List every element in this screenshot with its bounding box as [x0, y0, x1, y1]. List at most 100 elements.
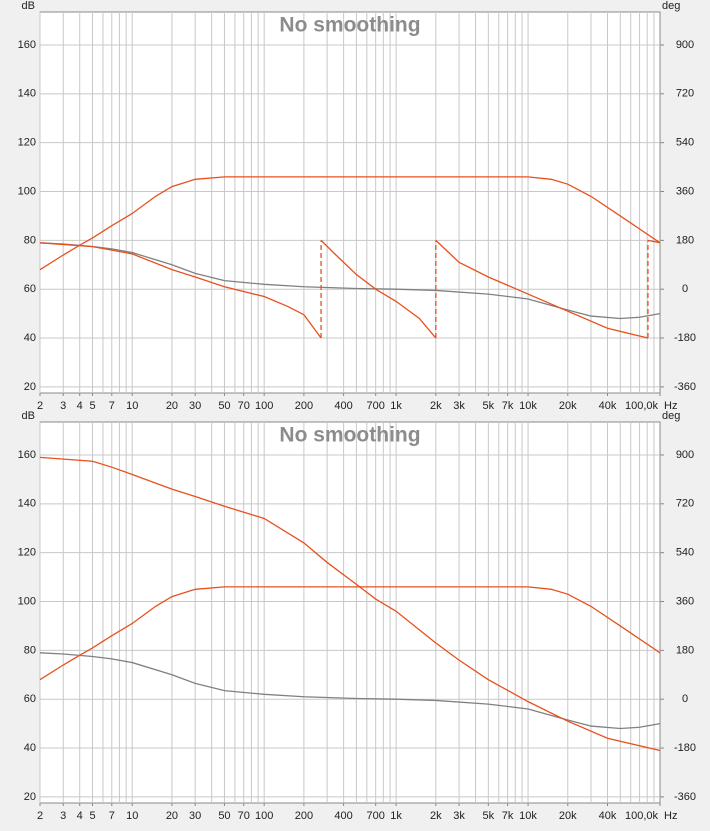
x-tick-label: 7k [502, 810, 514, 822]
line [39, 586, 661, 681]
line [39, 242, 661, 320]
y-tick-label: 60 [24, 693, 36, 705]
x-tick-label: 400 [334, 400, 352, 412]
y2-axis-label: deg [662, 0, 680, 12]
x-tick-label: 30 [189, 400, 201, 412]
x-tick-label: 1k [390, 810, 402, 822]
x-axis-label: Hz [664, 400, 677, 412]
line [39, 176, 661, 271]
y2-axis-label: deg [662, 410, 680, 422]
x-tick-label: 40k [599, 810, 617, 822]
x-tick-label: 20 [166, 810, 178, 822]
x-tick-label: 2k [430, 810, 442, 822]
y2-tick-label: 900 [676, 449, 694, 461]
x-tick-label: 3k [453, 810, 465, 822]
y-tick-label: 40 [24, 332, 36, 344]
y2-tick-label: -180 [674, 742, 696, 754]
x-tick-label: 70 [238, 400, 250, 412]
x-tick-label: 100 [255, 810, 273, 822]
chart-title: No smoothing [279, 14, 420, 37]
x-tick-label: 5 [89, 810, 95, 822]
y2-tick-label: 0 [682, 283, 688, 295]
plot-area [39, 11, 661, 394]
line [39, 652, 661, 730]
y-axis-label: dB [22, 0, 35, 12]
y-tick-label: 140 [18, 88, 36, 100]
x-tick-label: 50 [218, 400, 230, 412]
x-tick-label: 3 [60, 810, 66, 822]
y-tick-label: 80 [24, 644, 36, 656]
x-tick-label: 10k [519, 810, 537, 822]
x-tick-label: 2k [430, 400, 442, 412]
chart: 20406080100120140160-360-180018036054072… [18, 410, 696, 822]
x-tick-label: 20k [559, 400, 577, 412]
y2-tick-label: -360 [674, 381, 696, 393]
x-tick-label: 700 [366, 400, 384, 412]
y2-tick-label: 720 [676, 498, 694, 510]
x-tick-label: 50 [218, 810, 230, 822]
y-tick-label: 160 [18, 449, 36, 461]
line [39, 242, 322, 339]
y2-tick-label: 720 [676, 88, 694, 100]
y2-tick-label: 540 [676, 547, 694, 559]
x-tick-label: 700 [366, 810, 384, 822]
line [647, 239, 661, 244]
x-tick-label: 70 [238, 810, 250, 822]
chart-title: No smoothing [279, 424, 420, 447]
x-tick-label: 5k [483, 810, 495, 822]
y2-tick-label: -360 [674, 791, 696, 803]
line [320, 239, 437, 339]
x-tick-label: 3k [453, 400, 465, 412]
x-tick-label: 10 [126, 810, 138, 822]
y-tick-label: 120 [18, 547, 36, 559]
x-tick-label: 100,0k [625, 810, 659, 822]
y-tick-label: 160 [18, 39, 36, 51]
y-tick-label: 60 [24, 283, 36, 295]
y-tick-label: 20 [24, 381, 36, 393]
x-tick-label: 7k [502, 400, 514, 412]
y-axis-label: dB [22, 410, 35, 422]
x-tick-label: 4 [77, 810, 83, 822]
x-tick-label: 200 [295, 400, 313, 412]
y-tick-label: 120 [18, 137, 36, 149]
x-tick-label: 2 [37, 400, 43, 412]
x-tick-label: 20 [166, 400, 178, 412]
y2-tick-label: -180 [674, 332, 696, 344]
y2-tick-label: 900 [676, 39, 694, 51]
y-tick-label: 100 [18, 185, 36, 197]
x-tick-label: 5k [483, 400, 495, 412]
x-tick-label: 200 [295, 810, 313, 822]
x-tick-label: 30 [189, 810, 201, 822]
x-tick-label: 10 [126, 400, 138, 412]
chart: 20406080100120140160-360-180018036054072… [18, 0, 696, 412]
x-tick-label: 100,0k [625, 400, 659, 412]
line [435, 239, 649, 339]
x-tick-label: 20k [559, 810, 577, 822]
x-tick-label: 7 [109, 400, 115, 412]
y2-tick-label: 180 [676, 234, 694, 246]
y-tick-label: 20 [24, 791, 36, 803]
x-axis-label: Hz [664, 810, 677, 822]
x-tick-label: 1k [390, 400, 402, 412]
line [39, 456, 661, 752]
y-tick-label: 40 [24, 742, 36, 754]
x-tick-label: 7 [109, 810, 115, 822]
y2-tick-label: 360 [676, 595, 694, 607]
x-tick-label: 400 [334, 810, 352, 822]
x-tick-label: 2 [37, 810, 43, 822]
x-tick-label: 3 [60, 400, 66, 412]
y-tick-label: 100 [18, 595, 36, 607]
x-tick-label: 5 [89, 400, 95, 412]
y2-tick-label: 360 [676, 185, 694, 197]
plot-area [39, 421, 661, 804]
y-tick-label: 80 [24, 234, 36, 246]
y2-tick-label: 540 [676, 137, 694, 149]
y2-tick-label: 0 [682, 693, 688, 705]
x-tick-label: 40k [599, 400, 617, 412]
x-tick-label: 4 [77, 400, 83, 412]
x-tick-label: 10k [519, 400, 537, 412]
y-tick-label: 140 [18, 498, 36, 510]
y2-tick-label: 180 [676, 644, 694, 656]
